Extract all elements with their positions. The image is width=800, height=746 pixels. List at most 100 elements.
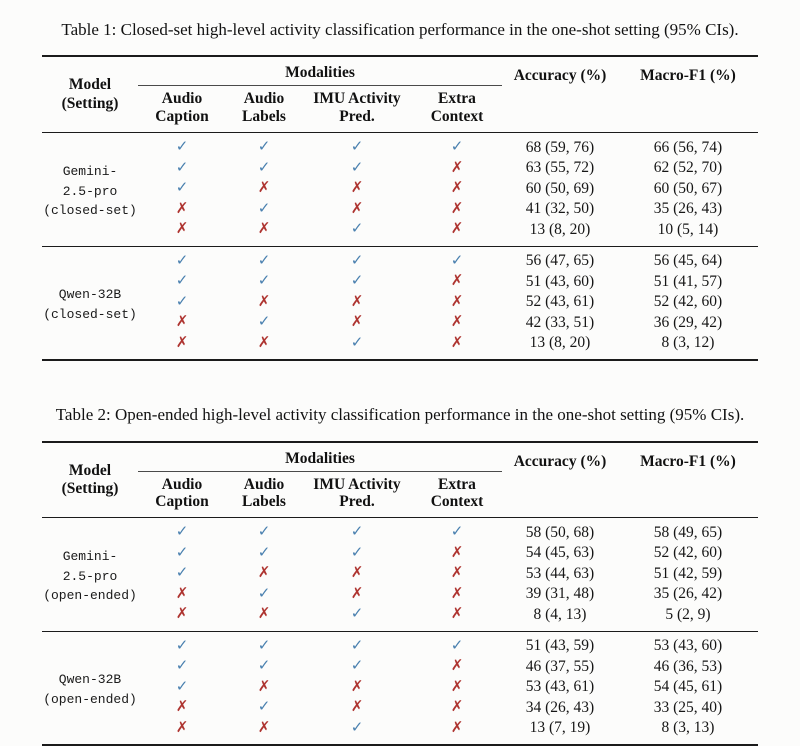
- modality-cell: ✓: [302, 246, 412, 271]
- table-caption-1: Table 1: Closed-set high-level activity …: [0, 20, 800, 40]
- modalities-header: Modalities: [138, 56, 502, 86]
- modality-cell: ✓: [302, 631, 412, 656]
- accuracy-value: 63 (55, 72): [502, 158, 618, 179]
- cross-icon: ✗: [258, 333, 271, 351]
- accuracy-value: 51 (43, 59): [502, 631, 618, 656]
- modality-cell: ✓: [138, 656, 226, 677]
- modality-cell: ✗: [412, 677, 502, 698]
- modality-cell: ✗: [412, 718, 502, 746]
- macro-f1-header: Macro-F1 (%): [618, 442, 758, 518]
- cross-icon: ✗: [258, 718, 271, 736]
- model-cell: Gemini-2.5-pro(closed-set): [42, 133, 138, 247]
- check-icon: ✓: [176, 656, 189, 674]
- check-icon: ✓: [351, 656, 364, 674]
- modality-cell: ✓: [226, 246, 302, 271]
- modality-cell: ✓: [138, 543, 226, 564]
- modality-cell: ✗: [302, 563, 412, 584]
- check-icon: ✓: [351, 543, 364, 561]
- accuracy-value: 34 (26, 43): [502, 697, 618, 718]
- macro-f1-value: 66 (56, 74): [618, 133, 758, 158]
- subcol-line: Caption: [138, 108, 226, 125]
- modality-cell: ✓: [138, 271, 226, 292]
- model-cell: Qwen-32B(open-ended): [42, 631, 138, 745]
- subcol-line: Audio: [138, 476, 226, 493]
- cross-icon: ✗: [176, 697, 189, 715]
- subcol-line: Pred.: [302, 108, 412, 125]
- cross-icon: ✗: [258, 178, 271, 196]
- cross-icon: ✗: [258, 604, 271, 622]
- check-icon: ✓: [258, 251, 271, 269]
- table-row: ✗✓✗✗34 (26, 43)33 (25, 40): [42, 697, 758, 718]
- modality-cell: ✓: [302, 543, 412, 564]
- model-header-line: (Setting): [42, 480, 138, 498]
- modality-cell: ✗: [412, 158, 502, 179]
- tables-root: Table 1: Closed-set high-level activity …: [0, 20, 800, 746]
- modality-cell: ✓: [138, 631, 226, 656]
- modality-cell: ✗: [302, 312, 412, 333]
- modality-cell: ✗: [138, 219, 226, 246]
- cross-icon: ✗: [351, 563, 364, 581]
- cross-icon: ✗: [176, 718, 189, 736]
- accuracy-value: 8 (4, 13): [502, 604, 618, 631]
- model-header-line: (Setting): [42, 95, 138, 113]
- modality-cell: ✗: [226, 677, 302, 698]
- table-row: ✗✗✓✗8 (4, 13)5 (2, 9): [42, 604, 758, 631]
- modality-cell: ✗: [412, 199, 502, 220]
- macro-f1-header: Macro-F1 (%): [618, 56, 758, 132]
- model-name-line: 2.5-pro: [42, 182, 138, 202]
- check-icon: ✓: [258, 271, 271, 289]
- accuracy-value: 58 (50, 68): [502, 518, 618, 543]
- model-section-2: Qwen-32B(open-ended)✓✓✓✓51 (43, 59)53 (4…: [42, 631, 758, 745]
- table-row: ✓✓✓✗54 (45, 63)52 (42, 60): [42, 543, 758, 564]
- modality-cell: ✓: [302, 271, 412, 292]
- cross-icon: ✗: [451, 158, 464, 176]
- subcol-line: Labels: [226, 108, 302, 125]
- cross-icon: ✗: [451, 697, 464, 715]
- check-icon: ✓: [176, 292, 189, 310]
- cross-icon: ✗: [176, 219, 189, 237]
- cross-icon: ✗: [351, 584, 364, 602]
- check-icon: ✓: [258, 199, 271, 217]
- check-icon: ✓: [451, 137, 464, 155]
- check-icon: ✓: [258, 158, 271, 176]
- model-name-line: Gemini-: [42, 547, 138, 567]
- modality-cell: ✓: [302, 133, 412, 158]
- modality-cell: ✓: [226, 133, 302, 158]
- accuracy-value: 53 (44, 63): [502, 563, 618, 584]
- cross-icon: ✗: [258, 219, 271, 237]
- accuracy-value: 56 (47, 65): [502, 246, 618, 271]
- table-caption-2: Table 2: Open-ended high-level activity …: [0, 405, 800, 425]
- modality-cell: ✗: [226, 604, 302, 631]
- modality-cell: ✓: [138, 563, 226, 584]
- modality-cell: ✗: [412, 219, 502, 246]
- table-block-1: Table 1: Closed-set high-level activity …: [0, 20, 800, 361]
- cross-icon: ✗: [351, 312, 364, 330]
- model-section-2: Qwen-32B(closed-set)✓✓✓✓56 (47, 65)56 (4…: [42, 246, 758, 360]
- modality-cell: ✓: [302, 656, 412, 677]
- macro-f1-value: 46 (36, 53): [618, 656, 758, 677]
- modality-cell: ✗: [226, 219, 302, 246]
- table-block-2: Table 2: Open-ended high-level activity …: [0, 405, 800, 746]
- table-row: Qwen-32B(open-ended)✓✓✓✓51 (43, 59)53 (4…: [42, 631, 758, 656]
- macro-f1-value: 52 (42, 60): [618, 292, 758, 313]
- check-icon: ✓: [176, 677, 189, 695]
- subcol-line: Audio: [138, 90, 226, 107]
- modality-cell: ✗: [302, 292, 412, 313]
- modality-cell: ✗: [226, 563, 302, 584]
- table-row: ✗✓✗✗41 (32, 50)35 (26, 43): [42, 199, 758, 220]
- check-icon: ✓: [351, 137, 364, 155]
- modality-cell: ✗: [138, 312, 226, 333]
- accuracy-value: 54 (45, 63): [502, 543, 618, 564]
- modality-cell: ✗: [138, 584, 226, 605]
- cross-icon: ✗: [451, 563, 464, 581]
- table-row: ✗✗✓✗13 (7, 19)8 (3, 13): [42, 718, 758, 746]
- macro-f1-value: 52 (42, 60): [618, 543, 758, 564]
- cross-icon: ✗: [351, 697, 364, 715]
- accuracy-value: 68 (59, 76): [502, 133, 618, 158]
